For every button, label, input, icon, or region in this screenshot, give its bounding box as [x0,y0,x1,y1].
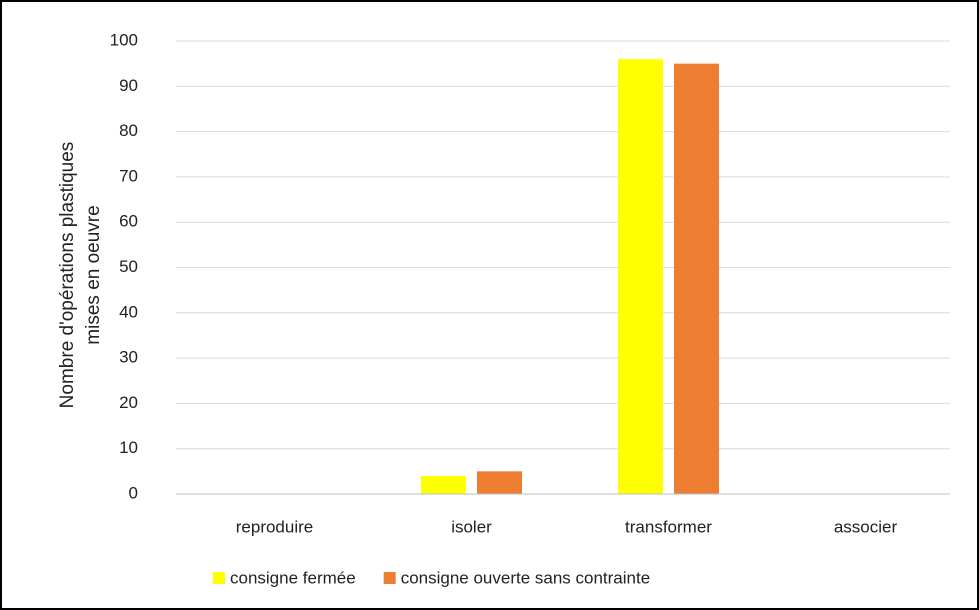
y-tick-label: 10 [119,438,138,457]
bar [618,59,663,495]
bar [421,475,466,494]
bar [477,471,522,494]
y-tick-label: 100 [110,30,138,49]
y-tick-label: 20 [119,393,138,412]
y-axis-label: Nombre d'opérations plastiques mises en … [57,142,104,409]
y-tick-label: 0 [129,483,138,502]
x-tick-label: transformer [625,517,712,536]
legend-swatch [213,572,225,584]
y-tick-label: 60 [119,212,138,231]
y-tick-label: 30 [119,348,138,367]
y-tick-label: 40 [119,302,138,321]
y-axis-label-line: mises en oeuvre [83,205,104,344]
legend-swatch [383,572,396,584]
y-tick-label: 80 [119,121,138,140]
x-tick-label: isoler [451,517,492,536]
x-tick-label: reproduire [236,517,314,536]
y-tick-label: 50 [119,257,138,276]
x-tick-label: associer [834,517,898,536]
bar [674,63,719,495]
y-axis-label-line: Nombre d'opérations plastiques [57,142,78,409]
y-tick-label: 90 [119,76,138,95]
legend-label: consigne ouverte sans contrainte [401,568,651,587]
legend-label: consigne fermée [230,568,356,587]
y-tick-label: 70 [119,166,138,185]
